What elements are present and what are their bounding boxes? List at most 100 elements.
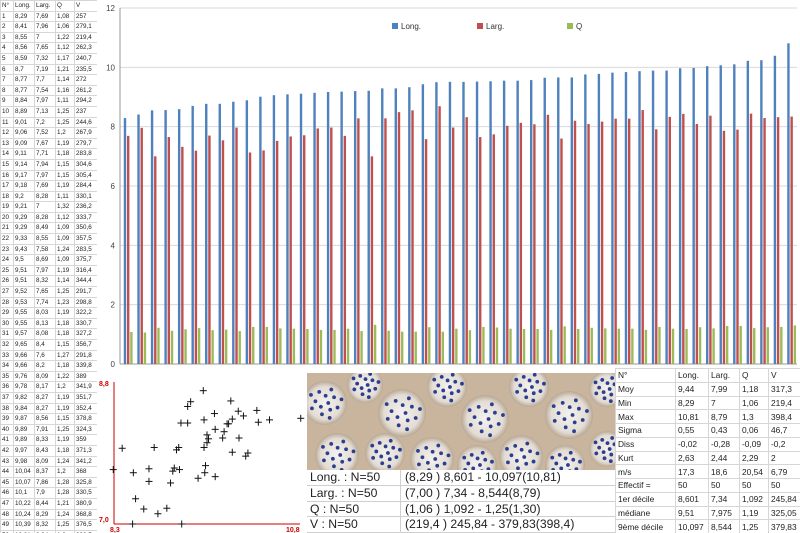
measurements-cell: 356,7 bbox=[74, 339, 98, 351]
bar-q-14 bbox=[306, 328, 309, 364]
spore-wart bbox=[479, 429, 484, 434]
spore-wart bbox=[370, 443, 375, 448]
measurements-cell: 33 bbox=[0, 349, 14, 362]
measurements-cell: 1,18 bbox=[55, 148, 75, 160]
measurements-cell: 1 bbox=[0, 10, 14, 23]
bar-long-14 bbox=[299, 93, 303, 364]
measurements-cell: 351,7 bbox=[74, 391, 98, 404]
measurements-cell: 322,2 bbox=[74, 307, 98, 319]
bar-q-50 bbox=[793, 325, 797, 364]
stats-cell: 379,83 bbox=[768, 519, 800, 533]
spore bbox=[545, 391, 593, 439]
statistics-table: N° Long. Larg. Q V Moy 9,44 7,99 1,18 317,3 Min 8,… bbox=[615, 368, 800, 533]
bar-q-37 bbox=[617, 328, 621, 364]
bar-q-43 bbox=[698, 327, 702, 364]
spore-wart bbox=[580, 418, 585, 422]
spore-wart bbox=[347, 457, 352, 462]
spore-wart bbox=[531, 398, 536, 403]
bar-larg-37 bbox=[614, 118, 617, 364]
spore-wart bbox=[605, 381, 610, 385]
measurements-cell: 1,15 bbox=[55, 413, 75, 425]
scatter-plot: 8,8 7,08,3 10,8 bbox=[97, 372, 307, 533]
stats-cell: 0,06 bbox=[739, 423, 769, 438]
spore-wart bbox=[523, 388, 528, 393]
bar-larg-43 bbox=[695, 123, 699, 364]
spore-wart bbox=[387, 464, 392, 469]
bar-long-6 bbox=[191, 105, 194, 365]
measurements-cell: 279,7 bbox=[74, 137, 98, 150]
measurements-cell: 9,78 bbox=[13, 381, 35, 393]
scatter-point bbox=[170, 464, 178, 472]
scatter-point bbox=[187, 398, 195, 406]
measurements-cell: 9,53 bbox=[13, 296, 35, 309]
bar-long-49 bbox=[773, 55, 777, 364]
measurements-cell: 31 bbox=[0, 328, 14, 340]
spore-wart bbox=[403, 411, 408, 415]
measurements-cell: 1,32 bbox=[55, 201, 75, 213]
measurements-cell: 1,11 bbox=[55, 95, 75, 107]
measurements-cell: 7,97 bbox=[34, 95, 56, 107]
measurements-cell: 7,97 bbox=[34, 264, 56, 277]
legend-swatch bbox=[477, 23, 483, 29]
bar-larg-44 bbox=[709, 115, 712, 364]
spore-wart bbox=[531, 459, 536, 464]
bar-larg-50 bbox=[790, 116, 793, 364]
spore-wart bbox=[559, 466, 564, 470]
spore-wart bbox=[609, 452, 614, 457]
spore-wart bbox=[609, 392, 614, 397]
bar-q-20 bbox=[387, 330, 390, 364]
spore-wart bbox=[325, 451, 330, 456]
measurements-cell: 324,3 bbox=[74, 423, 98, 436]
spore-wart bbox=[328, 407, 333, 412]
bar-q-26 bbox=[468, 330, 472, 364]
bar-q-3 bbox=[157, 327, 160, 364]
bar-long-10 bbox=[245, 100, 249, 364]
measurements-cell: 9,2 bbox=[13, 190, 35, 203]
bar-q-1 bbox=[130, 331, 133, 364]
bar-q-21 bbox=[400, 331, 404, 364]
spore-wart bbox=[406, 396, 411, 401]
bar-q-39 bbox=[644, 329, 648, 364]
spore-wart bbox=[329, 387, 334, 392]
spore-wart bbox=[449, 391, 454, 396]
stats-cell: 7,975 bbox=[708, 505, 740, 521]
bar-long-18 bbox=[353, 91, 357, 365]
stats-cell: 8,601 bbox=[675, 491, 709, 507]
measurements-cell: 8,29 bbox=[34, 508, 56, 521]
bar-q-13 bbox=[292, 328, 296, 364]
measurements-cell: 8,08 bbox=[34, 328, 56, 340]
spore-wart bbox=[385, 416, 390, 421]
measurements-cell: 9,89 bbox=[13, 423, 35, 436]
stats-cell: 219,4 bbox=[768, 395, 800, 411]
spore-wart bbox=[462, 455, 467, 460]
stats-cell: 325,05 bbox=[768, 505, 800, 521]
table-row: 25 9,51 7,97 1,19 316,4 bbox=[0, 264, 98, 277]
measurements-cell: 9 bbox=[0, 95, 14, 107]
measurements-cell: 279,1 bbox=[74, 21, 98, 33]
scatter-point bbox=[265, 416, 273, 424]
table-row: 17 9,18 7,69 1,19 284,4 bbox=[0, 180, 98, 192]
spore bbox=[461, 395, 509, 443]
spore-wart bbox=[468, 422, 473, 427]
bar-q-12 bbox=[279, 328, 282, 364]
spore-wart bbox=[442, 461, 447, 466]
stats-header-cell: Q bbox=[739, 368, 769, 383]
measurements-cell: 283,5 bbox=[74, 243, 98, 256]
spore-wart bbox=[568, 450, 573, 455]
measurements-cell: 7,86 bbox=[34, 476, 56, 489]
spore-wart bbox=[317, 389, 322, 394]
spore-wart bbox=[413, 416, 418, 420]
bar-long-21 bbox=[394, 88, 397, 364]
measurements-header-cell: Larg. bbox=[34, 0, 56, 12]
bar-long-24 bbox=[435, 82, 438, 365]
measurements-cell: 16 bbox=[0, 169, 14, 182]
spore bbox=[410, 437, 454, 470]
stats-cell: Kurt bbox=[615, 450, 676, 466]
measurements-cell: 9,76 bbox=[13, 370, 35, 383]
measurements-cell: 1,17 bbox=[55, 52, 75, 65]
bar-q-30 bbox=[522, 328, 526, 364]
spore-wart bbox=[310, 406, 314, 411]
measurements-cell: 38 bbox=[0, 402, 14, 415]
measurements-cell: 1,12 bbox=[55, 211, 75, 224]
spore-wart bbox=[366, 395, 371, 400]
